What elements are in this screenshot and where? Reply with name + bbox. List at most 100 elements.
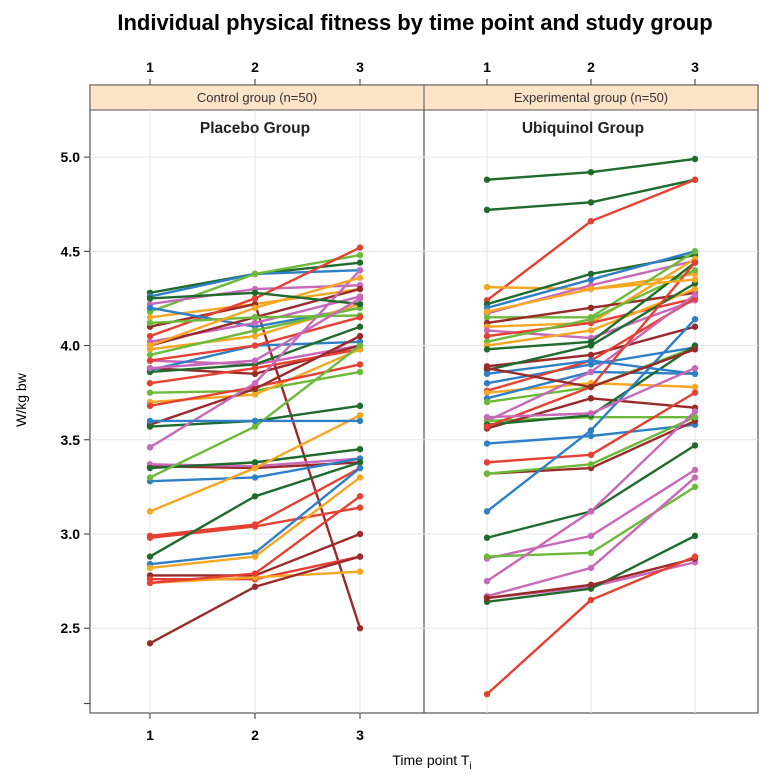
data-point: [356, 323, 364, 330]
data-point: [483, 206, 491, 214]
x-tick-label-top: 2: [251, 59, 259, 75]
data-point: [251, 493, 259, 500]
data-point: [251, 391, 259, 398]
data-point: [146, 564, 154, 572]
strip-label-control: Control group (n=50): [197, 90, 317, 105]
data-point: [146, 423, 154, 430]
data-point: [146, 640, 154, 647]
data-point: [356, 342, 364, 349]
data-point: [251, 357, 259, 364]
data-point: [251, 314, 259, 321]
data-point: [691, 442, 699, 449]
x-tick-label-top: 1: [146, 59, 154, 75]
data-point: [251, 327, 259, 334]
series-layer: [146, 155, 699, 698]
data-point: [587, 270, 595, 278]
data-point: [356, 412, 364, 419]
axis-layer: 2.5 3.0 3.5 4.0 4.5 5.0 1 1 2 2 3 3 1 2 3: [61, 59, 700, 743]
data-point: [356, 474, 364, 481]
data-point: [587, 451, 595, 459]
y-tick-label: 2.5: [61, 620, 81, 636]
data-point: [691, 553, 699, 560]
data-point: [587, 304, 595, 312]
data-point: [146, 357, 154, 364]
data-point: [587, 327, 595, 334]
data-point: [146, 332, 154, 340]
data-point: [691, 483, 699, 491]
data-point: [483, 308, 491, 315]
data-point: [483, 577, 491, 585]
data-point: [483, 423, 491, 430]
data-point: [356, 459, 364, 466]
data-point: [356, 464, 364, 472]
data-point: [587, 368, 595, 376]
data-point: [587, 285, 595, 293]
data-point: [587, 315, 595, 323]
data-point: [587, 199, 595, 206]
data-point: [146, 380, 154, 387]
data-point: [251, 464, 259, 472]
data-point: [251, 270, 259, 278]
data-point: [587, 564, 595, 572]
data-point: [146, 319, 154, 327]
data-point: [356, 553, 364, 560]
data-point: [483, 283, 491, 291]
data-point: [587, 168, 595, 176]
y-tick-label: 3.5: [61, 432, 81, 448]
data-point: [691, 315, 699, 323]
data-point: [691, 248, 699, 255]
data-point: [146, 417, 154, 425]
data-point: [483, 594, 491, 602]
data-point: [356, 274, 364, 281]
data-point: [356, 332, 364, 340]
y-tick-label: 4.0: [61, 338, 81, 354]
data-point: [356, 285, 364, 293]
data-point: [251, 304, 259, 312]
data-point: [483, 389, 491, 396]
x-tick-label-bottom: 2: [251, 727, 259, 743]
data-point: [691, 291, 699, 298]
data-point: [587, 342, 595, 349]
data-point: [691, 532, 699, 540]
data-point: [691, 259, 699, 266]
data-point: [691, 408, 699, 415]
data-point: [356, 244, 364, 251]
data-point: [146, 351, 154, 359]
data-point: [587, 508, 595, 515]
data-point: [483, 534, 491, 541]
strip-label-experimental: Experimental group (n=50): [514, 90, 668, 105]
data-point: [691, 370, 699, 378]
y-tick-label: 5.0: [61, 149, 81, 165]
data-point: [483, 364, 491, 372]
data-point: [356, 295, 364, 302]
data-point: [587, 276, 595, 283]
y-tick-label: 3.0: [61, 526, 81, 542]
data-point: [691, 383, 699, 391]
data-point: [146, 553, 154, 560]
data-point: [691, 155, 699, 163]
data-point: [251, 523, 259, 530]
data-point: [691, 413, 699, 421]
x-tick-label-top: 3: [356, 59, 364, 75]
data-point: [146, 508, 154, 515]
data-point: [356, 266, 364, 274]
x-axis-label-subscript: i: [469, 761, 471, 772]
data-point: [146, 314, 154, 321]
data-point: [251, 332, 259, 340]
data-point: [587, 410, 595, 417]
data-point: [691, 266, 699, 274]
data-point: [251, 380, 259, 387]
data-point: [251, 417, 259, 425]
panel-strip-control: Control group (n=50): [89, 84, 425, 111]
data-point: [587, 596, 595, 604]
data-point: [146, 295, 154, 302]
data-point: [587, 532, 595, 540]
data-point: [146, 444, 154, 451]
x-tick-label-bottom: 1: [146, 727, 154, 743]
data-point: [691, 285, 699, 293]
data-point: [483, 508, 491, 515]
data-point: [251, 423, 259, 430]
data-point: [251, 553, 259, 560]
data-point: [251, 289, 259, 296]
data-point: [356, 530, 364, 538]
